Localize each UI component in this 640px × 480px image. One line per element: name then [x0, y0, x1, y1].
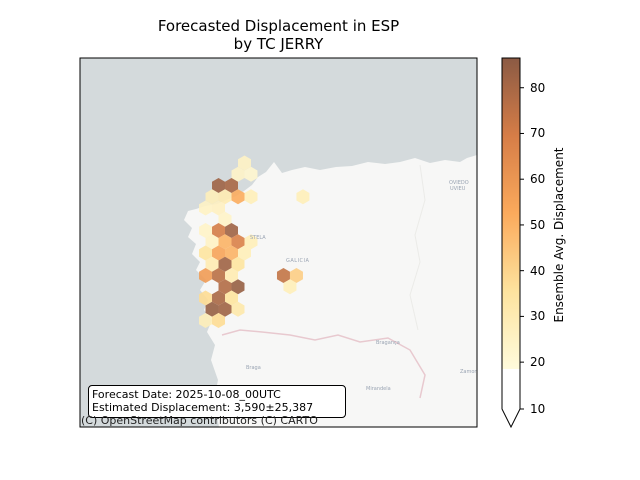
map-attribution: (C) OpenStreetMap contributors (C) CARTO [81, 414, 318, 427]
city-label-zamora: Zamora [460, 369, 480, 375]
hexbin-cell [238, 155, 251, 171]
colorbar-extend-min [502, 369, 520, 427]
hexbin-cell [231, 234, 245, 250]
hexbin-cell [231, 166, 245, 182]
map-axes: GALICIA OVIEDO UVIEU STELA Braga Braganç… [79, 57, 480, 428]
colorbar-ticks [520, 87, 524, 410]
hexbin-cell [238, 245, 251, 261]
hexbin-cell [218, 301, 232, 317]
hexbin-cell [225, 268, 238, 283]
title-line-1: Forecasted Displacement in ESP [157, 17, 400, 35]
region-border [409, 164, 426, 331]
forecast-info-box: Forecast Date: 2025-10-08_00UTC Estimate… [88, 385, 346, 418]
hexbin-cell [231, 279, 245, 295]
hexbin-cell [212, 178, 226, 193]
city-label-braga: Braga [246, 365, 261, 371]
city-label-compostela: STELA [250, 235, 266, 241]
hexbin-cell [199, 223, 213, 238]
colorbar-tick-label: 60 [530, 172, 546, 187]
colorbar-tick-label: 30 [530, 309, 546, 324]
hexbin-cell [212, 268, 226, 283]
title-line-2: by TC JERRY [233, 35, 324, 53]
colorbar-tick-label: 50 [530, 217, 546, 232]
pt-es-border [221, 329, 426, 399]
colorbar-tick-label: 40 [530, 263, 546, 278]
land-area [184, 155, 477, 427]
hexbin-cell [205, 189, 219, 205]
hexbin-cell [218, 256, 232, 272]
colorbar-tick-label: 70 [530, 126, 546, 141]
hexbin-cell [199, 290, 213, 306]
hexbin-cell [283, 279, 297, 295]
hexbin-cell [199, 313, 213, 328]
hexbin-cell [212, 200, 226, 216]
hexbin-cell [199, 268, 213, 283]
hexbin-layer [199, 155, 310, 328]
city-label-mirandela: Mirandela [366, 386, 391, 392]
hexbin-cell [199, 245, 213, 261]
axes-frame [79, 57, 478, 428]
colorbar-outline [501, 57, 521, 429]
city-label-uvieu: UVIEU [450, 186, 466, 192]
hexbin-cell [225, 223, 238, 238]
city-label-oviedo: OVIEDO [449, 180, 469, 186]
hexbin-cell [218, 189, 232, 205]
region-label: GALICIA [286, 258, 310, 264]
hexbin-cell [218, 211, 232, 227]
hexbin-cell [205, 234, 219, 250]
hexbin-cell [205, 301, 219, 317]
colorbar-tick-label: 80 [530, 80, 546, 95]
chart-title: Forecasted Displacement in ESP by TC JER… [80, 17, 477, 53]
hexbin-cell [199, 200, 213, 216]
place-labels: GALICIA OVIEDO UVIEU STELA Braga Braganç… [246, 180, 480, 392]
estimated-displacement: Estimated Displacement: 3,590±25,387 [92, 401, 314, 414]
hexbin-cell [276, 268, 290, 283]
colorbar-gradient [502, 58, 520, 369]
hexbin-cell [244, 189, 258, 205]
hexbin-cell [212, 313, 226, 328]
hexbin-cell [244, 234, 258, 250]
hexbin-cell [289, 268, 303, 283]
hexbin-cell [218, 234, 232, 250]
hexbin-cell [212, 290, 226, 306]
hexbin-cell [225, 290, 238, 306]
hexbin-cell [212, 245, 226, 261]
forecast-date: Forecast Date: 2025-10-08_00UTC [92, 388, 281, 401]
hexbin-cell [225, 245, 238, 261]
hexbin-cell [296, 189, 310, 205]
hexbin-cell [231, 301, 245, 317]
hexbin-cell [231, 256, 245, 272]
hexbin-cell [244, 166, 258, 182]
colorbar-label: Ensemble Avg. Displacement [552, 147, 566, 323]
colorbar-tick-label: 10 [530, 402, 546, 416]
hexbin-cell [218, 279, 232, 295]
city-label-braganca: Bragança [376, 340, 400, 346]
hexbin-cell [225, 178, 238, 193]
colorbar [501, 57, 524, 429]
hexbin-cell [231, 189, 245, 205]
hexbin-cell [212, 223, 226, 238]
hexbin-cell [205, 256, 219, 272]
colorbar-tick-label: 20 [530, 355, 546, 370]
